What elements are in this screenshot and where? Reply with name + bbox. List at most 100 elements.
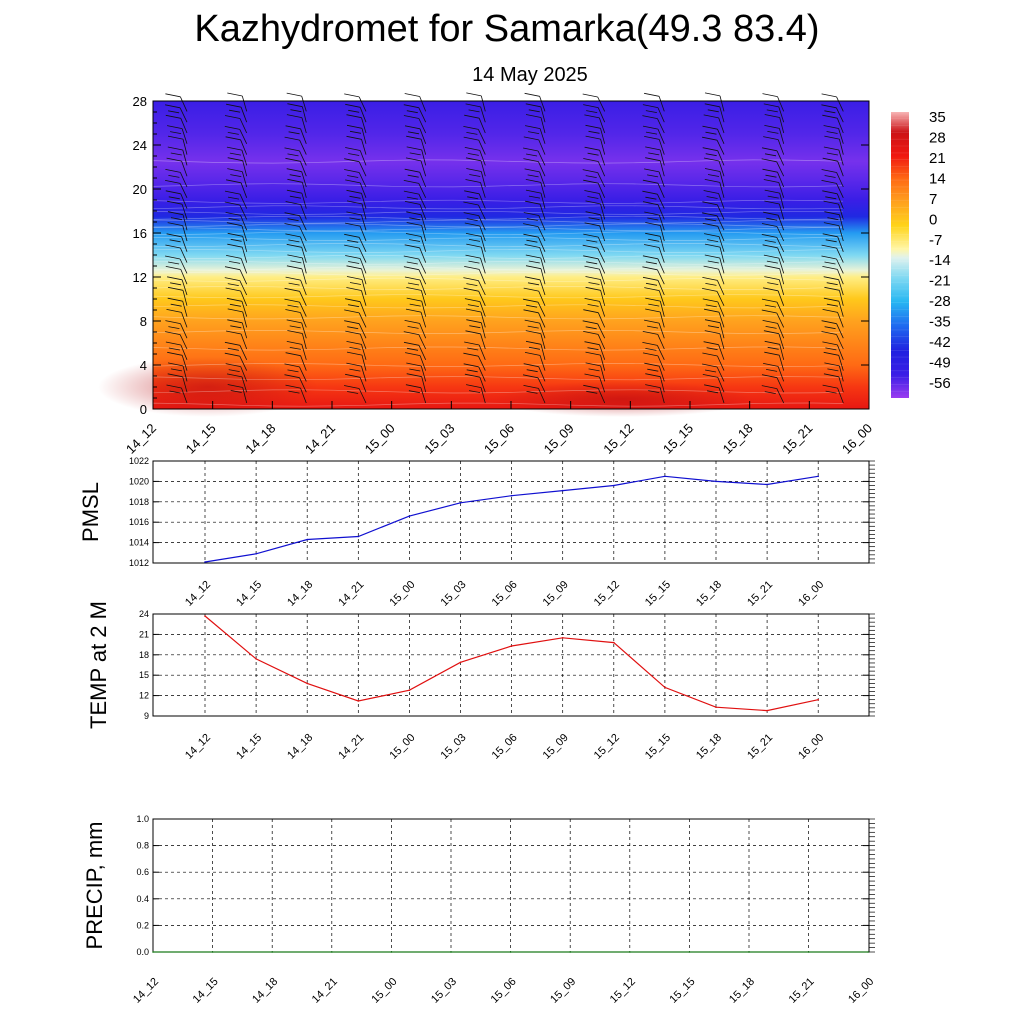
wind-barb [361,268,367,285]
panel-frame [152,818,870,953]
wind-barb-flag [344,244,360,249]
wind-barb [361,355,367,371]
wind-barb [540,344,546,360]
wind-barb-flag [645,282,658,286]
x-tick-label: 15_12 [592,579,622,609]
wind-barb [657,204,665,220]
wind-barb-flag [227,347,239,351]
wind-barb-flag [226,373,243,378]
x-tick-label: 15_21 [779,421,815,457]
wind-barb-flag [346,351,363,356]
wind-barb [242,160,248,177]
wind-barb-flag [704,308,720,313]
wind-barb [478,193,486,209]
wind-barb-flag [585,175,597,178]
colorbar-label: -56 [929,375,951,392]
wind-barb [599,117,606,134]
colorbar-strip [891,112,909,398]
wind-barb [240,333,248,350]
wind-barb [359,377,367,393]
wind-barb-flag [766,109,778,113]
x-tick-label: 15_09 [541,732,571,762]
wind-barb [300,387,307,404]
wind-barb [182,149,188,166]
wind-barb-flag [230,325,242,329]
wind-barb [777,323,785,339]
wind-barb-flag [584,190,600,194]
wind-barb-flag [822,384,838,389]
wind-barb-flag [824,175,836,178]
wind-barb [538,139,546,155]
series-point [766,709,768,712]
wind-barb-flag [405,157,422,162]
wind-barb-flag [286,168,302,173]
wind-barb [597,183,606,198]
wind-barb [540,182,546,198]
wind-barb [837,236,844,252]
wind-barb-flag [404,276,421,281]
wind-barb [420,290,427,306]
series-point [408,515,411,517]
wind-barb [420,387,427,404]
wind-barb-flag [587,196,599,199]
wind-barb [358,96,367,112]
wind-barb-flag [286,265,302,270]
wind-barb-flag [522,374,539,379]
colorbar-label: -14 [929,252,951,269]
x-tick-label: 15_00 [362,421,398,457]
wind-barb [241,247,248,263]
wind-barb [359,258,367,274]
wind-barb-flag [764,125,780,129]
x-tick-label: 16_00 [839,421,875,457]
wind-barb [478,344,486,360]
wind-barb-flag [648,303,660,307]
series-point [569,951,571,953]
wind-barb-flag [409,152,421,156]
wind-barb-flag [165,320,181,324]
wind-barb-flag [702,374,718,378]
colorbar-label: 7 [929,191,937,208]
wind-barb [657,194,665,209]
wind-barb-flag [285,276,301,281]
wind-barb-flag [170,131,182,134]
wind-barb [421,301,427,317]
wind-barb-flag [345,255,361,259]
wind-barb-flag [404,320,420,324]
wind-barb-flag [642,266,658,271]
wind-barb-flag [588,368,600,372]
series-point [152,951,154,953]
wind-barb-flag [585,200,601,205]
wind-barb-flag [645,373,661,378]
wind-barb [838,355,844,371]
wind-barb-flag [766,217,778,221]
wind-barb-flag [824,211,840,216]
wind-barb-flag [767,282,779,285]
y-tick-label: 0.2 [136,920,149,930]
wind-barb-flag [707,174,720,177]
wind-barb [302,333,307,350]
wind-barb-flag [525,330,541,334]
temp-panel: 9 12 15 18 21 24 TEMP at 2 M 14_12 14_15 14_18 14_… [86,601,875,762]
wind-barb-flag [344,93,360,98]
wind-barb-flag [466,384,482,388]
wind-barb [836,334,844,350]
wind-barb-flag [523,287,539,292]
wind-barb-flag [645,261,657,265]
x-tick-label: 15_03 [439,579,469,609]
wind-barb [659,387,665,404]
wind-barb [659,311,665,328]
wind-barb-flag [823,146,839,151]
colorbar-label: 0 [929,211,937,228]
wind-barb-flag [642,201,659,206]
wind-barb-flag [170,282,182,286]
wind-barb-flag [707,390,719,394]
y-tick-label: 0.0 [136,947,149,957]
wind-barb [480,171,486,188]
wind-barb-flag [466,243,482,248]
wind-barb [180,323,188,339]
wind-barb-flag [404,125,421,130]
wind-barb-flag [822,157,838,162]
wind-barb [358,247,367,263]
y-tick-label: 1014 [129,538,149,548]
